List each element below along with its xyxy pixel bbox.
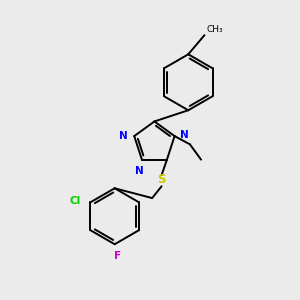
Text: CH₃: CH₃ <box>207 25 224 34</box>
Text: N: N <box>180 130 188 140</box>
Text: Cl: Cl <box>70 196 81 206</box>
Text: N: N <box>135 166 144 176</box>
Text: F: F <box>114 251 121 261</box>
Text: S: S <box>157 173 166 186</box>
Text: N: N <box>119 131 128 141</box>
